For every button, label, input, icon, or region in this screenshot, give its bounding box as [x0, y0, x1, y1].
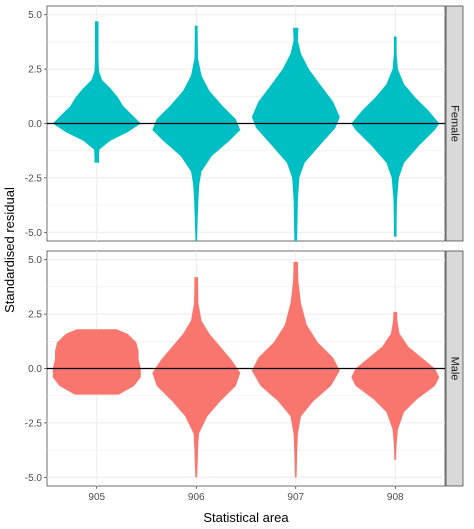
x-axis-title: Statistical area [203, 510, 289, 525]
y-tick-label: 5.0 [28, 10, 42, 21]
facet-strip [445, 5, 464, 242]
y-tick-label: 2.5 [28, 310, 42, 321]
facet-strip [445, 250, 464, 487]
y-axis-title: Standardised residual [2, 187, 17, 313]
y-tick-label: -2.5 [25, 418, 43, 429]
violin-female-908 [351, 36, 440, 237]
panel-female: Female 5.0 2.5 0.0 -2.5 -5.0 [25, 5, 464, 242]
violin-female-905 [52, 21, 141, 163]
y-tick-label: -5.0 [25, 473, 43, 484]
y-tick-label: 0.0 [28, 119, 42, 130]
x-tick-label: 905 [88, 492, 105, 503]
violin-male-906 [152, 277, 241, 478]
y-tick-label: -5.0 [25, 228, 43, 239]
y-tick-label: 0.0 [28, 364, 42, 375]
violin-male-905 [52, 329, 141, 395]
facet-label-female: Female [449, 105, 461, 142]
x-tick-label: 908 [387, 492, 404, 503]
x-tick-label: 906 [188, 492, 205, 503]
panels-layer: Female 5.0 2.5 0.0 -2.5 -5.0 Male 5.0 2.5 0.0 -2.5… [25, 5, 464, 487]
violin-male-907 [251, 261, 340, 478]
y-tick-label: 5.0 [28, 255, 42, 266]
facet-label-male: Male [449, 357, 461, 381]
y-tick-label: -2.5 [25, 173, 43, 184]
violin-male-908 [351, 311, 440, 460]
y-tick-label: 2.5 [28, 65, 42, 76]
x-tick-label: 907 [287, 492, 304, 503]
panel-male: Male 5.0 2.5 0.0 -2.5 -5.0 [25, 250, 464, 487]
violin-female-907 [251, 27, 340, 241]
axes-layer: 905 906 907 908 [88, 486, 404, 503]
violin-female-906 [152, 25, 241, 241]
